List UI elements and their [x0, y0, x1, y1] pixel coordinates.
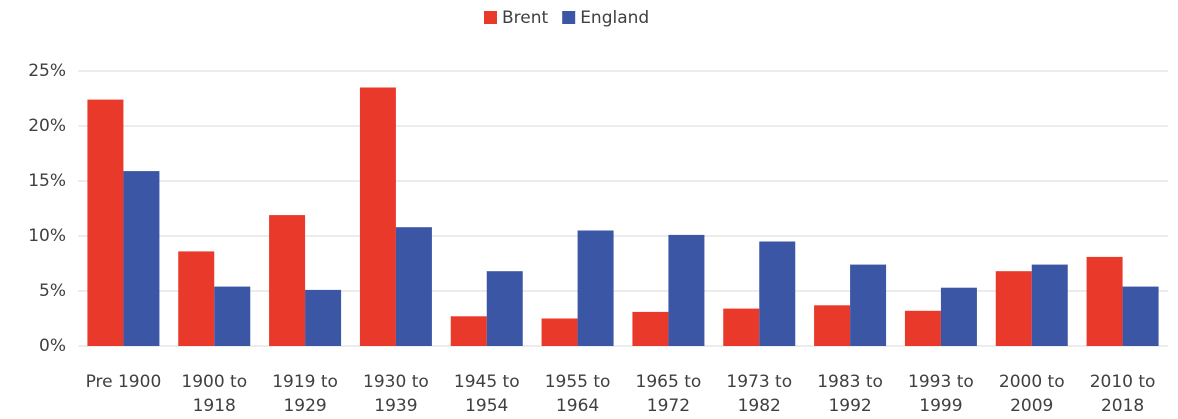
- x-tick-line: 1955 to: [545, 372, 611, 392]
- x-tick-line: 1964: [556, 396, 599, 416]
- legend-label: England: [580, 8, 649, 28]
- bar: [759, 241, 796, 346]
- y-tick-label: 20%: [28, 116, 66, 136]
- x-tick-line: 1939: [374, 396, 417, 416]
- x-tick-line: 2010 to: [1090, 372, 1156, 392]
- x-tick-line: 1999: [919, 396, 962, 416]
- legend-swatch: [562, 11, 576, 24]
- y-tick-label: 25%: [28, 61, 66, 81]
- x-tick-line: 1983 to: [817, 372, 883, 392]
- x-tick-label: 1993 to 1999: [908, 372, 974, 416]
- x-tick-label: 1973 to 1982: [726, 372, 792, 416]
- x-tick-line: 1972: [647, 396, 690, 416]
- bar: [450, 316, 487, 346]
- bar: [904, 310, 941, 346]
- bar: [577, 230, 614, 346]
- bar: [1086, 256, 1123, 346]
- bar: [1122, 286, 1159, 346]
- x-tick-line: 1918: [193, 396, 236, 416]
- bar: [1031, 264, 1068, 346]
- y-tick-label: 5%: [39, 281, 66, 301]
- x-tick-line: 1919 to: [272, 372, 338, 392]
- x-tick-line: 1992: [828, 396, 871, 416]
- legend-swatch: [484, 11, 497, 24]
- bar: [995, 271, 1032, 346]
- x-tick-line: 1954: [465, 396, 508, 416]
- x-tick-label: 1983 to 1992: [817, 372, 883, 416]
- x-tick-line: 1900 to: [181, 372, 247, 392]
- x-tick-line: 1973 to: [726, 372, 792, 392]
- bar: [632, 311, 669, 346]
- bar: [123, 171, 160, 346]
- bar: [87, 99, 124, 346]
- x-tick-label: 1900 to 1918: [181, 372, 247, 416]
- x-tick-line: 1945 to: [454, 372, 520, 392]
- y-tick-label: 10%: [28, 226, 66, 246]
- bar: [395, 227, 432, 346]
- x-tick-line: 1929: [283, 396, 326, 416]
- bar: [668, 234, 705, 346]
- x-tick-label: Pre 1900: [86, 372, 162, 392]
- x-tick-line: 2009: [1010, 396, 1053, 416]
- x-tick-label: 1965 to 1972: [636, 372, 702, 416]
- bar: [850, 264, 887, 346]
- bar: [940, 287, 977, 346]
- x-tick-label: 1930 to 1939: [363, 372, 429, 416]
- x-tick-line: 1982: [738, 396, 781, 416]
- x-tick-line: 1930 to: [363, 372, 429, 392]
- bar: [541, 318, 578, 346]
- y-tick-label: 15%: [28, 171, 66, 191]
- bar: [814, 305, 851, 346]
- x-tick-label: 1945 to 1954: [454, 372, 520, 416]
- x-tick-line: 1965 to: [636, 372, 702, 392]
- y-tick-label: 0%: [39, 336, 66, 356]
- x-tick-line: 2000 to: [999, 372, 1065, 392]
- x-tick-label: 1919 to 1929: [272, 372, 338, 416]
- x-tick-line: 2018: [1101, 396, 1144, 416]
- bar: [305, 289, 342, 346]
- bar: [486, 271, 523, 346]
- x-tick-label: 1955 to 1964: [545, 372, 611, 416]
- legend-label: Brent: [502, 8, 549, 28]
- bar: [723, 308, 760, 346]
- x-tick-label: 2010 to 2018: [1090, 372, 1156, 416]
- bar: [178, 251, 215, 346]
- x-tick-label: 2000 to 2009: [999, 372, 1065, 416]
- bar: [214, 286, 251, 346]
- x-tick-line: 1993 to: [908, 372, 974, 392]
- bar: [359, 87, 396, 346]
- bar: [269, 215, 306, 346]
